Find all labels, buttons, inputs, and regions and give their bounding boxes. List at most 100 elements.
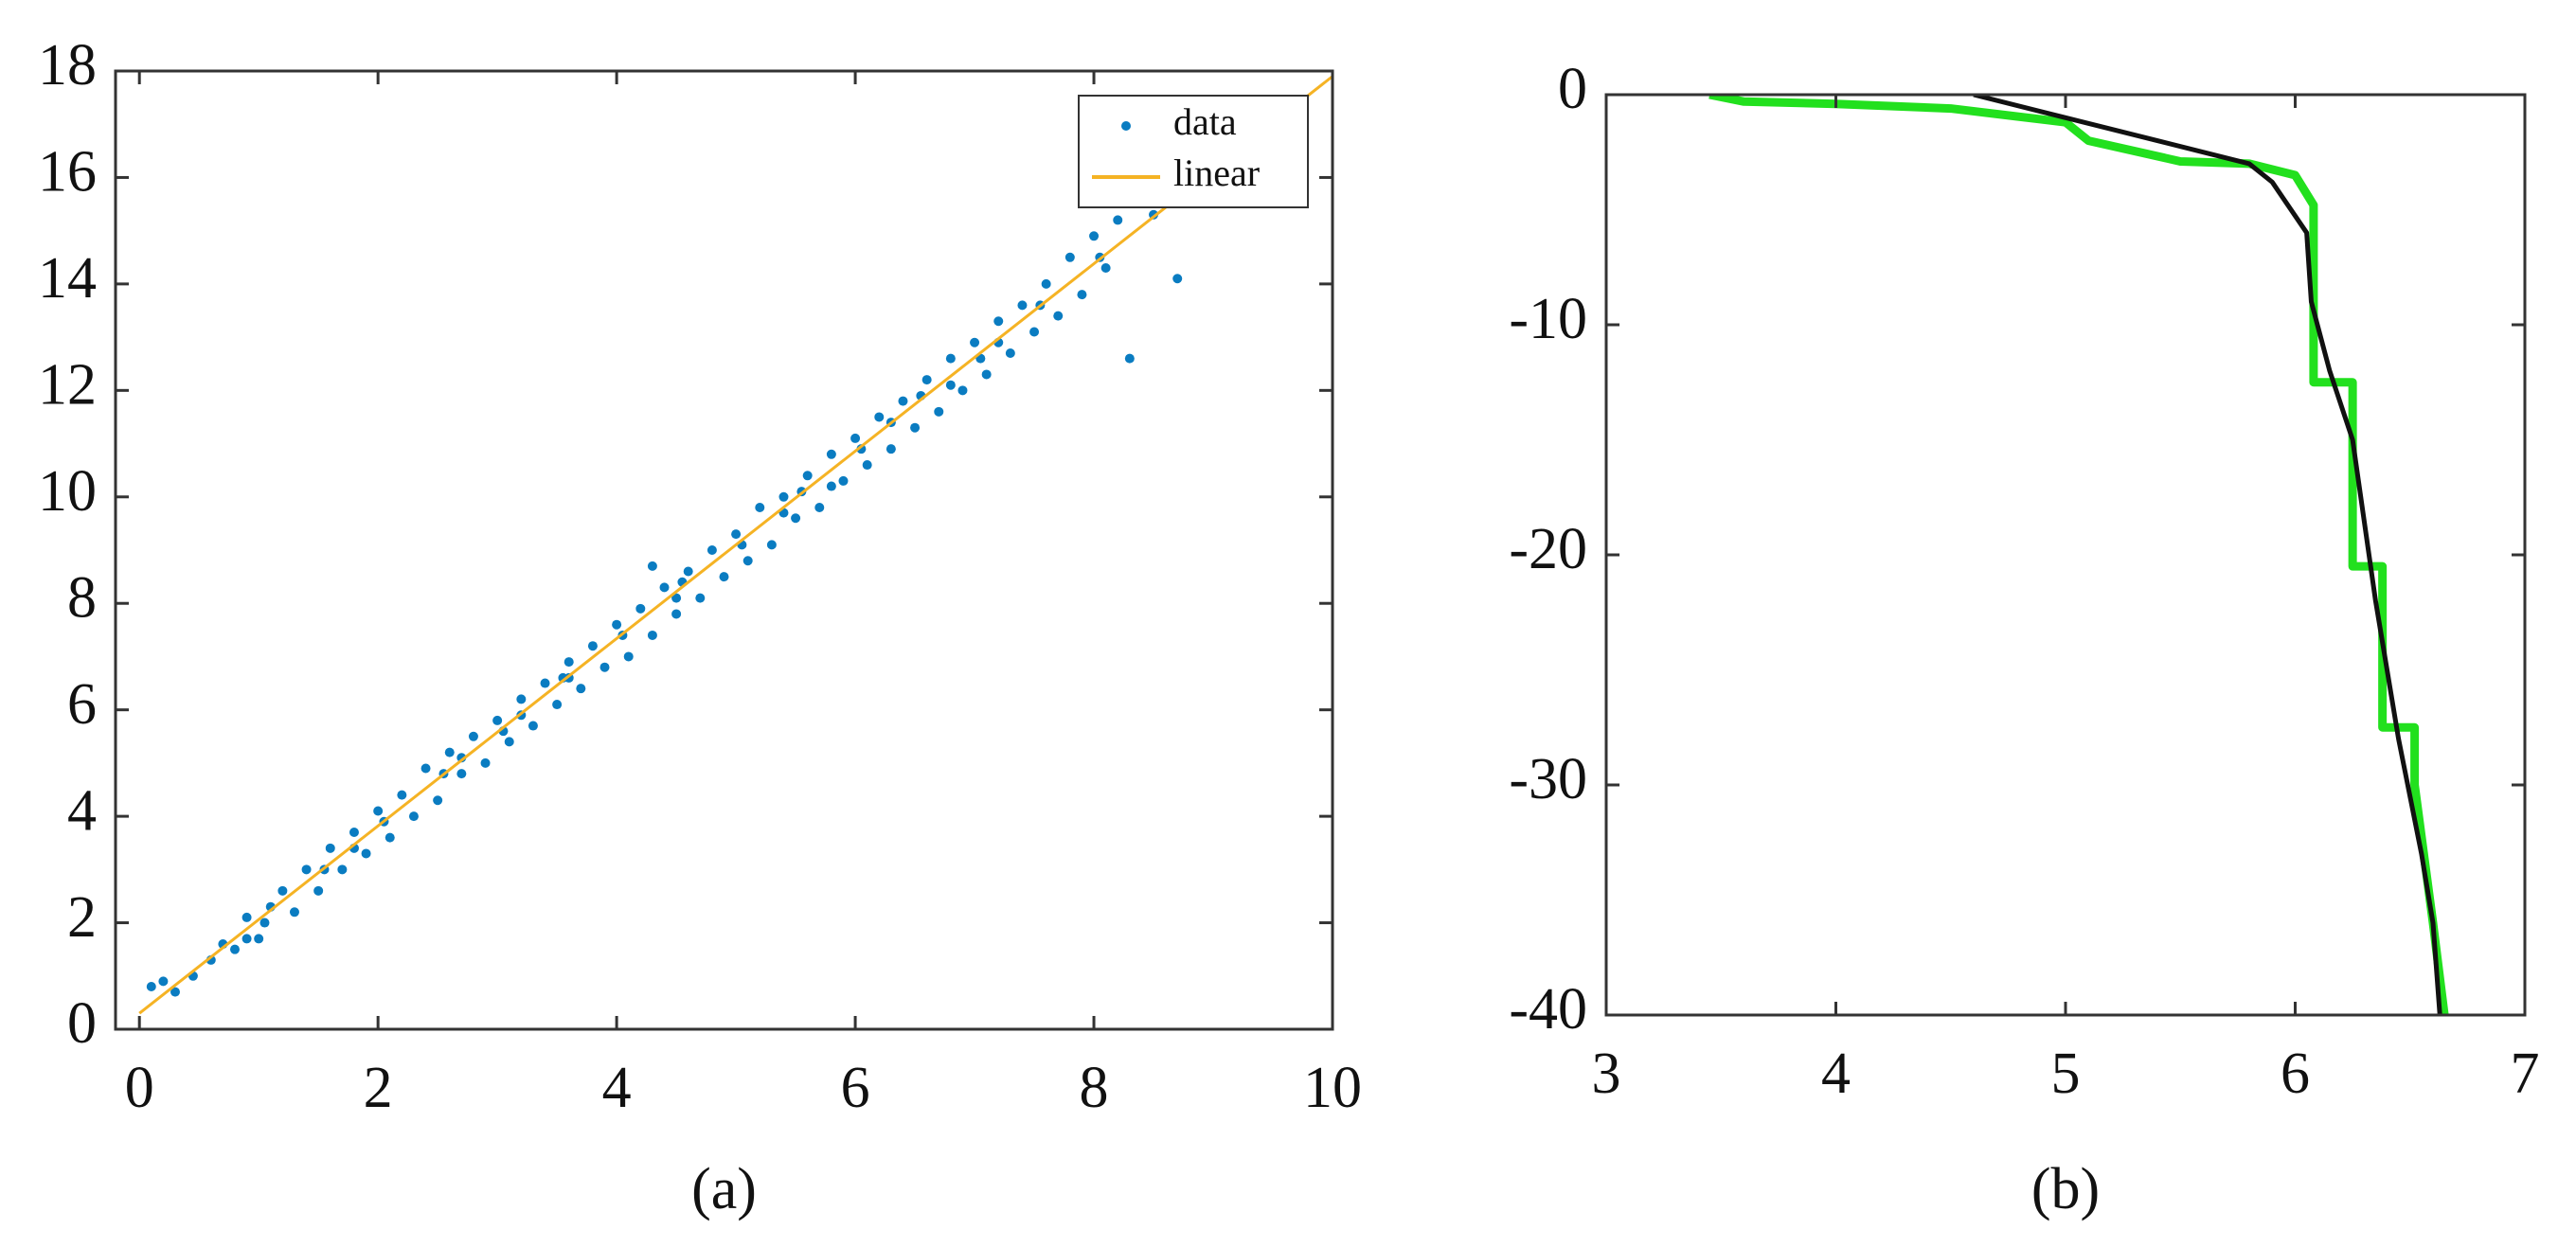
data-point [516,694,527,704]
data-point [862,460,872,471]
caption: (b) [2031,1157,2100,1221]
data-point [826,449,836,459]
y-tick-label: 0 [1558,57,1587,121]
data-point [1041,278,1051,289]
data-point [1077,290,1087,300]
data-point [1089,231,1100,241]
data-point [934,406,944,417]
data-point [970,337,980,347]
data-point [492,715,503,725]
data-point [385,832,395,843]
data-point [1124,353,1135,364]
y-tick-label: 8 [67,565,97,630]
data-point [802,471,813,481]
data-point [826,481,836,491]
x-tick-label: 2 [364,1056,393,1120]
data-point [242,912,252,922]
data-point [850,433,861,443]
data-point [910,422,921,433]
y-tick-label: 0 [67,991,97,1056]
data-point [361,848,371,859]
data-point [229,944,240,954]
data-point [456,769,467,779]
data-point [838,475,849,486]
data-point [921,375,932,385]
x-tick-label: 0 [125,1056,154,1120]
data-point [671,593,682,603]
legend-box [1078,95,1309,208]
line [138,75,1333,1015]
data-point [1113,215,1123,225]
data-point [408,811,419,822]
data-point [420,763,431,774]
data-point [945,353,956,364]
x-tick-label: 3 [1592,1042,1621,1106]
data-point [373,806,384,816]
x-tick-label: 7 [2511,1042,2540,1106]
data-point [528,721,538,731]
data-point [1100,263,1111,274]
data-point [647,630,657,640]
data-point [886,444,896,454]
data-point [766,540,777,550]
x-tick-label: 6 [2281,1042,2310,1106]
data-point [242,934,252,944]
data-point [647,561,657,571]
data-point [683,566,693,577]
x-tick-label: 6 [841,1056,870,1120]
data-point [898,396,908,406]
data-point [433,795,443,806]
data-point [444,747,455,757]
line [1973,95,2442,1015]
y-tick-label: -30 [1509,747,1587,811]
y-tick-label: 2 [67,885,97,950]
data-point [313,885,324,896]
y-tick-label: 14 [38,246,97,311]
data-point [480,757,491,768]
y-tick-label: 6 [67,672,97,737]
data-point [325,843,335,853]
y-tick-label: 16 [38,140,97,205]
data-point [731,529,742,540]
data-point [504,737,514,747]
data-point [957,385,968,396]
data-point [1005,347,1015,358]
data-point [301,864,312,875]
data-point [576,684,586,694]
data-point [778,491,789,502]
data-point [742,556,753,566]
x-tick-label: 8 [1080,1056,1109,1120]
data-point [587,641,598,651]
x-tick-label: 4 [1821,1042,1851,1106]
data-point [659,582,670,593]
data-point [707,545,717,555]
data-point [170,987,180,997]
data-point [814,503,825,513]
data-point [468,731,478,741]
legend-label: linear [1173,151,1260,194]
y-tick-label: 10 [38,459,97,524]
axes-frame [1604,93,2527,1017]
data-point [552,700,563,710]
legend-marker [1121,121,1131,131]
data-point [1029,327,1040,337]
y-tick-label: 4 [67,778,97,843]
x-tick-label: 10 [1303,1056,1362,1120]
legend-label: data [1173,100,1237,143]
data-point [993,316,1004,327]
x-tick-label: 5 [2051,1042,2081,1106]
data-point [1053,311,1064,321]
y-tick-label: -10 [1509,287,1587,351]
plot-area [138,75,1333,1015]
data-point [981,369,992,380]
data-point [874,412,885,422]
data-point [612,619,622,630]
data-point [337,864,348,875]
data-point [254,934,264,944]
data-point [1017,300,1028,311]
caption: (a) [691,1157,757,1221]
y-tick-label: 18 [38,33,97,98]
data-point [623,651,634,662]
data-point [695,593,706,603]
